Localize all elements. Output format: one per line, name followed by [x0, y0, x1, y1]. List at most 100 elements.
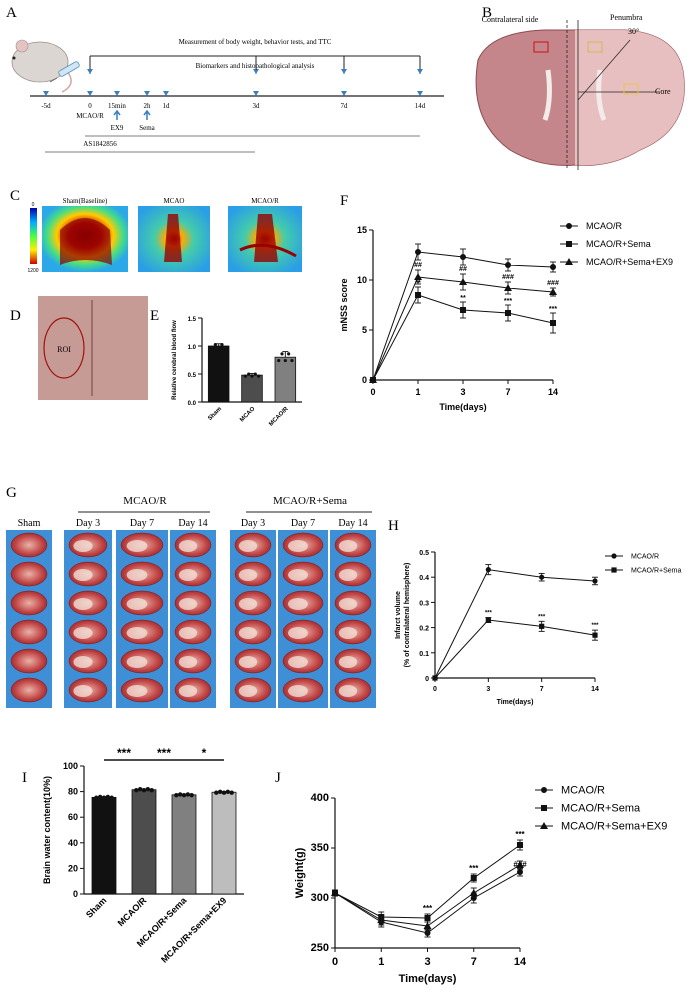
data-point: [97, 794, 103, 800]
panel-label-h: H: [388, 518, 399, 534]
ttc-infarct-area: [73, 685, 93, 697]
ttc-infarct-area: [126, 656, 148, 668]
y-tick-label: 400: [311, 792, 329, 804]
data-point: [541, 787, 547, 793]
ttc-infarct-area: [288, 656, 308, 668]
ttc-infarct-area: [178, 685, 198, 697]
data-point: [217, 345, 221, 349]
timeline-panel: A Measurement of body weight, behavior t…: [6, 5, 444, 153]
data-point: [424, 930, 431, 936]
data-point: [210, 345, 214, 349]
core-label: Core: [655, 87, 671, 96]
ldf-image-sham: Sham(Baseline): [42, 197, 128, 272]
timeline-ticks: -5d 0 15min 2h 1d 3d 7d 14d: [41, 91, 426, 110]
timeline-tick-marker: [43, 91, 49, 96]
x-tick-label: 0: [332, 956, 338, 968]
marker-mcao: MCAO/R: [76, 112, 104, 120]
y-axis-title: mNSS score: [339, 278, 349, 331]
data-point: [549, 288, 557, 295]
y-tick-label: 100: [63, 761, 78, 771]
data-point: [505, 262, 511, 268]
data-point: [415, 292, 421, 298]
x-tick-label: MCAO/R+Sema+EX9: [159, 895, 228, 964]
data-point: [331, 889, 339, 896]
x-tick-label: Sham: [84, 895, 108, 919]
x-tick-label: 3: [460, 387, 465, 397]
ttc-infarct-area: [126, 685, 148, 697]
data-point: [460, 307, 466, 313]
ttc-column-label: Day 3: [76, 518, 100, 529]
y-tick-label: 1.5: [188, 317, 197, 323]
ttc-infarct-area: [288, 685, 308, 697]
data-point: [470, 875, 477, 881]
y-tick-label: 0.5: [188, 373, 197, 379]
significance-label: ###: [502, 274, 514, 281]
timeline-tick-label: 0: [88, 102, 92, 110]
data-point: [517, 869, 523, 875]
ttc-infarct-area: [73, 569, 93, 581]
chart-h: 0 0.1 0.2 0.3 0.4 0.5 0 3 7 14 Time(days) Infarct v…: [395, 550, 681, 706]
data-point: [109, 795, 114, 800]
legend-label: MCAO/R+Sema+EX9: [561, 821, 667, 833]
timeline-tick-marker: [114, 91, 120, 96]
data-point: [369, 376, 377, 383]
y-tick-label: 40: [68, 838, 78, 848]
data-point: [145, 787, 151, 792]
data-point: [141, 787, 147, 793]
legend-label: MCAO/R: [561, 785, 605, 797]
y-axis-title: Brain water content(10%): [42, 776, 52, 884]
ttc-infarct-area: [288, 540, 308, 552]
significance-label: ***: [485, 611, 493, 617]
data-point: [134, 787, 139, 793]
chart-i: 0 20 40 60 80 100 Brain water content(10%) Sham…: [42, 746, 244, 965]
legend-label: MCAO/R+Sema: [561, 803, 641, 815]
ttc-infarct-area: [73, 656, 93, 668]
timeline-tick-label: 2h: [144, 102, 152, 110]
data-point: [94, 795, 99, 800]
timeline-tick-marker: [87, 91, 93, 96]
data-point: [181, 792, 187, 798]
timeline-tick-marker: [144, 91, 150, 96]
timeline-tick-label: 1d: [163, 102, 171, 110]
x-tick-label: 1: [378, 956, 384, 968]
panel-label-b: B: [482, 5, 492, 21]
data-point: [469, 889, 478, 896]
x-axis-title: Time(days): [439, 402, 486, 412]
contralateral-label: Contralateral side: [482, 15, 539, 24]
ttc-slice: [10, 590, 48, 616]
panel-label-d: D: [10, 308, 21, 324]
data-point: [539, 623, 545, 629]
x-tick-label: 7: [471, 956, 477, 968]
data-point: [459, 278, 467, 285]
ttc-infarct-area: [73, 627, 93, 639]
data-point: [377, 916, 386, 923]
data-point: [253, 372, 257, 376]
ttc-column-label: Day 7: [291, 518, 315, 529]
data-point: [105, 794, 111, 800]
ttc-group1-label: MCAO/R: [123, 495, 167, 507]
roi-label: ROI: [57, 345, 71, 354]
x-tick-label: MCAO/R: [116, 895, 149, 928]
data-point: [432, 675, 438, 681]
panel-label-f: F: [340, 193, 348, 209]
ldf-panel: C 0 1200 Sham(Baseline) MCAO MCAO/R: [10, 188, 302, 274]
bar: [274, 356, 297, 403]
y-tick-label: 0.1: [419, 651, 429, 658]
significance-label: ***: [423, 904, 433, 913]
data-point: [280, 352, 284, 356]
bar: [207, 345, 230, 403]
timeline-tick-marker: [341, 91, 347, 96]
y-tick-label: 10: [357, 275, 367, 285]
ttc-column-label: Sham: [18, 518, 41, 529]
data-point: [504, 284, 512, 291]
chart-j: 250 300 350 400 0 1 3 7 14 Time(days) Weight(g) MCA…: [294, 785, 667, 985]
legend-label: MCAO/R+Sema: [631, 567, 681, 574]
data-point: [287, 352, 291, 356]
data-point: [221, 790, 227, 795]
data-point: [424, 915, 431, 921]
data-point: [257, 374, 261, 378]
y-tick-label: 350: [311, 842, 329, 854]
data-point: [611, 553, 617, 559]
data-point: [566, 241, 572, 247]
